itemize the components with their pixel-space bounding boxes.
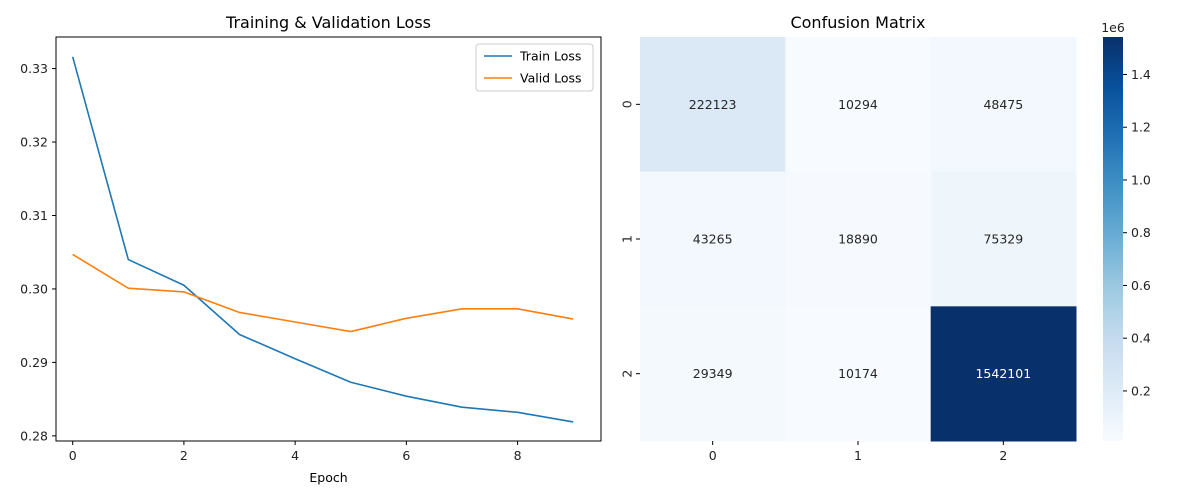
heatmap-cell (785, 37, 932, 173)
heatmap-cell (930, 306, 1077, 442)
y-tick-label: 0.33 (20, 61, 48, 76)
heatmap-cell-value: 29349 (693, 366, 733, 381)
x-tick-label: 6 (402, 448, 410, 463)
heatmap-cell (785, 306, 932, 442)
heatmap-cell-value: 10174 (838, 366, 878, 381)
heatmap-cell (930, 37, 1077, 173)
loss-chart-lines (71, 56, 574, 423)
colorbar-tick-label: 1.0 (1131, 172, 1151, 187)
heatmap-cell-value: 43265 (693, 232, 733, 247)
heatmap-cell-value: 10294 (838, 97, 878, 112)
legend-label: Train Loss (519, 49, 581, 64)
heatmap-cell-value: 18890 (838, 232, 878, 247)
heatmap-cell-value: 75329 (983, 232, 1023, 247)
confusion-matrix-chart: Confusion Matrix 222123 10294 48475 43265 18… (619, 13, 1151, 463)
x-tick-label: 0 (69, 448, 77, 463)
series-line-valid-loss (72, 253, 574, 333)
y-tick-label: 0.31 (20, 208, 48, 223)
heatmap-cell-value: 222123 (689, 97, 737, 112)
heatmap-cell (930, 171, 1077, 307)
y-tick-label: 0.28 (20, 428, 48, 443)
heatmap-cell-value: 1542101 (975, 366, 1031, 381)
x-tick-label: 2 (180, 448, 188, 463)
loss-legend: Train Loss Valid Loss (475, 43, 594, 92)
x-tick-label: 0 (709, 448, 717, 463)
y-tick-label: 0.32 (20, 135, 48, 150)
y-tick-label: 0.30 (20, 281, 48, 296)
colorbar-tick-label: 0.8 (1131, 225, 1151, 240)
colorbar-offset-label: 1e6 (1101, 20, 1125, 35)
colorbar-tick-label: 0.6 (1131, 278, 1151, 293)
colorbar: 0.2 0.4 0.6 0.8 1.0 1.2 1.4 1e6 (1101, 20, 1151, 441)
heatmap-cell-value: 48475 (983, 97, 1023, 112)
loss-chart-xlabel: Epoch (309, 470, 347, 485)
x-tick-label: 8 (514, 448, 522, 463)
colorbar-tick-label: 0.4 (1131, 331, 1151, 346)
confusion-matrix-ticks: 0 1 2 0 1 2 (619, 100, 1007, 463)
colorbar-tick-label: 0.2 (1131, 383, 1151, 398)
x-tick-label: 1 (854, 448, 862, 463)
colorbar-tick-label: 1.2 (1131, 120, 1151, 135)
heatmap-cell (640, 306, 786, 442)
heatmap-cell (640, 171, 786, 307)
heatmap-cell (785, 171, 932, 307)
heatmap-cell (640, 37, 786, 173)
y-tick-label: 0 (619, 100, 634, 108)
x-tick-label: 4 (291, 448, 299, 463)
series-line-train-loss (71, 56, 574, 423)
y-tick-label: 1 (619, 235, 634, 243)
loss-chart-frame (55, 36, 602, 442)
y-tick-label: 2 (619, 370, 634, 378)
legend-label: Valid Loss (520, 71, 582, 86)
x-tick-label: 2 (999, 448, 1007, 463)
loss-chart: Training & Validation Loss 0 2 4 6 8 0.28 0.29… (20, 13, 602, 485)
y-tick-label: 0.29 (20, 355, 48, 370)
colorbar-scale (1103, 37, 1123, 441)
colorbar-tick-label: 1.4 (1131, 67, 1151, 82)
loss-chart-ticks: 0 2 4 6 8 0.28 0.29 0.30 0.31 0.32 0.33 (20, 61, 521, 463)
loss-chart-title: Training & Validation Loss (225, 13, 431, 32)
confusion-matrix-title: Confusion Matrix (790, 13, 925, 32)
confusion-matrix-cells: 222123 10294 48475 43265 18890 75329 29349 1017… (640, 37, 1077, 442)
